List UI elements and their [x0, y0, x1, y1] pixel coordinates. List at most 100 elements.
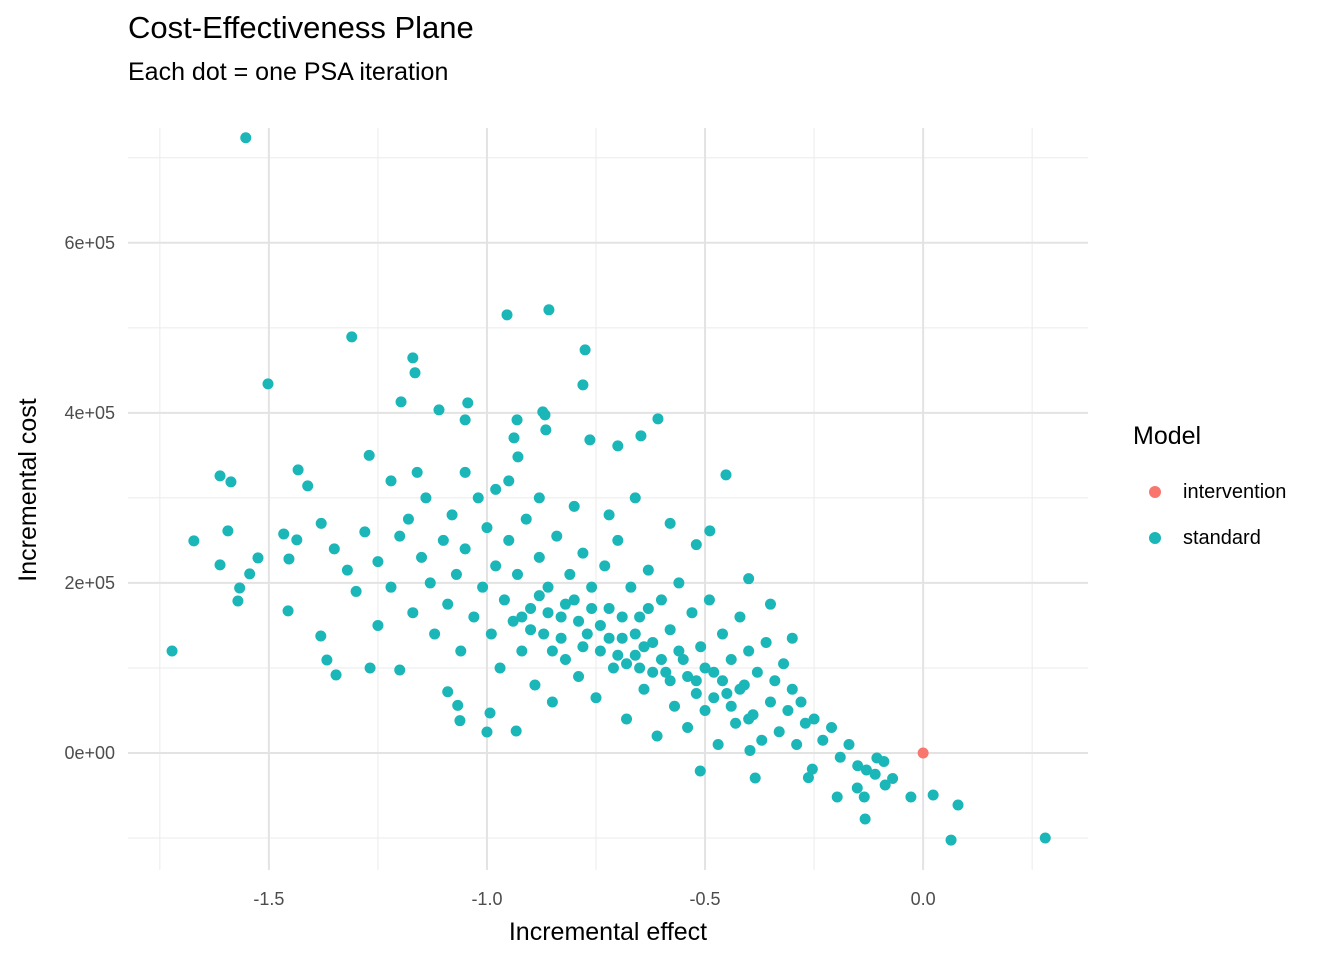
point-standard	[673, 645, 685, 657]
point-standard	[655, 594, 667, 606]
point-standard	[283, 553, 295, 565]
point-standard	[564, 568, 576, 580]
point-standard	[843, 738, 855, 750]
point-standard	[424, 577, 436, 589]
point-standard	[952, 799, 964, 811]
point-intervention	[917, 747, 929, 759]
point-standard	[346, 331, 358, 343]
y-tick-label: 6e+05	[64, 233, 115, 253]
point-standard	[647, 636, 659, 648]
point-standard	[834, 751, 846, 763]
point-standard	[188, 535, 200, 547]
point-standard	[808, 713, 820, 725]
point-standard	[542, 581, 554, 593]
point-standard	[652, 413, 664, 425]
point-standard	[664, 675, 676, 687]
point-standard	[795, 696, 807, 708]
point-standard	[744, 744, 756, 756]
x-tick-label: -1.0	[471, 889, 502, 909]
point-standard	[603, 509, 615, 521]
point-standard	[498, 594, 510, 606]
point-standard	[782, 704, 794, 716]
point-standard	[407, 607, 419, 619]
point-standard	[302, 480, 314, 492]
point-standard	[546, 696, 558, 708]
point-standard	[612, 440, 624, 452]
legend-swatch	[1149, 532, 1161, 544]
point-standard	[852, 760, 864, 772]
point-standard	[599, 560, 611, 572]
point-standard	[416, 551, 428, 563]
point-standard	[629, 492, 641, 504]
point-standard	[786, 632, 798, 644]
point-standard	[616, 632, 628, 644]
point-standard	[510, 725, 522, 737]
point-standard	[703, 594, 715, 606]
point-standard	[878, 755, 890, 767]
point-standard	[538, 628, 550, 640]
point-standard	[690, 539, 702, 551]
legend-item-standard: standard	[1133, 515, 1286, 561]
legend: Model intervention standard	[1133, 422, 1286, 561]
point-standard	[372, 556, 384, 568]
point-standard	[508, 432, 520, 444]
point-standard	[945, 834, 957, 846]
point-standard	[720, 469, 732, 481]
point-standard	[642, 564, 654, 576]
point-standard	[677, 653, 689, 665]
point-standard	[328, 543, 340, 555]
point-standard	[402, 513, 414, 525]
point-standard	[468, 611, 480, 623]
point-standard	[673, 577, 685, 589]
x-axis-label: Incremental effect	[509, 918, 707, 946]
point-standard	[694, 765, 706, 777]
point-standard	[481, 726, 493, 738]
point-standard	[621, 658, 633, 670]
point-standard	[516, 611, 528, 623]
point-standard	[433, 404, 445, 416]
point-standard	[459, 466, 471, 478]
point-standard	[385, 475, 397, 487]
point-standard	[773, 726, 785, 738]
point-standard	[629, 628, 641, 640]
point-standard	[459, 414, 471, 426]
point-standard	[635, 430, 647, 442]
point-standard	[581, 628, 593, 640]
point-standard	[786, 683, 798, 695]
point-standard	[542, 607, 554, 619]
point-standard	[603, 632, 615, 644]
point-standard	[778, 658, 790, 670]
point-standard	[669, 700, 681, 712]
point-standard	[330, 669, 342, 681]
point-standard	[385, 581, 397, 593]
point-standard	[699, 662, 711, 674]
point-standard	[262, 378, 274, 390]
point-standard	[559, 598, 571, 610]
point-standard	[708, 692, 720, 704]
point-standard	[708, 666, 720, 678]
point-standard	[477, 581, 489, 593]
point-standard	[529, 679, 541, 691]
point-standard	[690, 687, 702, 699]
point-standard	[411, 466, 423, 478]
point-standard	[364, 662, 376, 674]
x-tick-label: -0.5	[690, 889, 721, 909]
point-standard	[616, 611, 628, 623]
legend-swatch	[1149, 486, 1161, 498]
point-standard	[372, 619, 384, 631]
point-standard	[543, 304, 555, 316]
point-standard	[1039, 832, 1051, 844]
point-standard	[579, 344, 591, 356]
point-standard	[879, 779, 891, 791]
point-standard	[743, 645, 755, 657]
point-standard	[507, 615, 519, 627]
point-standard	[716, 628, 728, 640]
point-standard	[282, 605, 294, 617]
point-standard	[603, 602, 615, 614]
point-standard	[291, 534, 303, 546]
point-standard	[437, 534, 449, 546]
point-standard	[764, 598, 776, 610]
point-standard	[551, 530, 563, 542]
point-standard	[858, 791, 870, 803]
point-standard	[764, 696, 776, 708]
